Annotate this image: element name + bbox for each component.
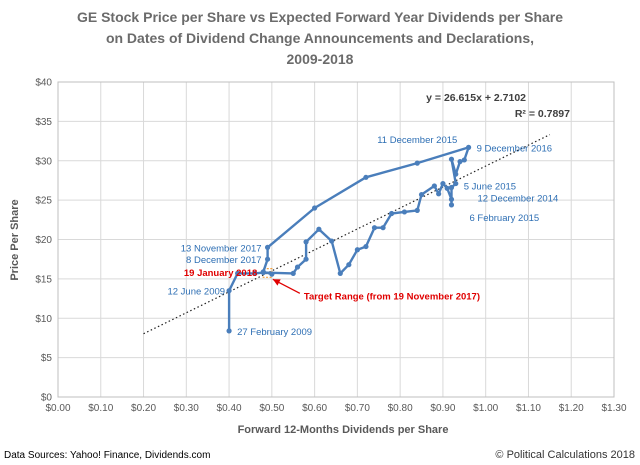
annotation-label: 11 December 2015 [377, 135, 457, 146]
annotation-label: 13 November 2017 [181, 243, 262, 254]
target-range-box [262, 268, 273, 278]
data-point [235, 270, 241, 276]
data-point [363, 174, 369, 180]
data-point [453, 171, 459, 177]
chart-title-line-3: 2009-2018 [287, 51, 354, 67]
x-tick-label: $0.60 [302, 403, 327, 414]
data-point [329, 238, 335, 244]
trendline-equation-text: y = 26.615x + 2.7102 [426, 92, 526, 104]
data-point [414, 207, 420, 213]
x-axis-label: Forward 12-Months Dividends per Share [238, 424, 449, 436]
annotation-label: 19 January 2018 [184, 268, 257, 279]
x-tick-label: $1.30 [601, 403, 626, 414]
x-tick-label: $0.40 [217, 403, 242, 414]
data-sources: Data Sources: Yahoo! Finance, Dividends.… [4, 450, 210, 461]
data-point [465, 144, 472, 150]
target-range-callout: Target Range (from 19 November 2017) [272, 278, 480, 302]
annotation-label: 9 December 2016 [477, 143, 553, 154]
x-axis-ticks: $0.00 $0.10 $0.20 $0.30 $0.40 $0.50 $0.60 $0.70… [45, 403, 626, 414]
data-point [371, 225, 378, 231]
annotations: 27 February 2009 12 June 2009 13 November … [167, 135, 558, 338]
x-tick-label: $1.20 [559, 403, 584, 414]
data-point [401, 209, 408, 215]
data-point [303, 256, 309, 262]
data-point [294, 264, 301, 270]
x-tick-label: $1.10 [516, 403, 541, 414]
y-tick-label: $40 [35, 78, 52, 89]
chart-title-line-2: on Dates of Dividend Change Announcement… [106, 30, 534, 46]
chart-title: GE Stock Price per Share vs Expected For… [77, 9, 563, 67]
data-point [354, 247, 360, 253]
y-tick-label: $25 [35, 196, 52, 207]
y-tick-label: $30 [35, 156, 52, 167]
annotation-label: 12 June 2009 [167, 287, 225, 298]
x-tick-label: $0.90 [430, 403, 455, 414]
annotation-label: 12 December 2014 [477, 193, 558, 204]
target-arrow-head [272, 279, 281, 286]
data-point [414, 160, 420, 166]
data-point [290, 270, 296, 276]
data-point [264, 256, 271, 262]
data-point [448, 196, 455, 202]
data-point [440, 180, 446, 187]
data-point [431, 183, 437, 189]
series-points [226, 144, 472, 334]
data-point [260, 269, 266, 275]
data-point [337, 270, 343, 276]
annotation-label: 8 December 2017 [186, 255, 262, 266]
data-point [226, 328, 232, 334]
x-tick-label: $0.20 [131, 403, 156, 414]
data-point [252, 270, 258, 276]
copyright: © Political Calculations 2018 [495, 449, 635, 461]
y-tick-label: $5 [41, 353, 53, 364]
y-tick-label: $0 [41, 393, 53, 404]
chart-title-line-1: GE Stock Price per Share vs Expected For… [77, 9, 563, 25]
x-tick-label: $0.00 [45, 403, 70, 414]
data-point [316, 226, 322, 232]
x-tick-label: $0.30 [174, 403, 199, 414]
data-point [436, 191, 442, 197]
data-point [269, 271, 275, 277]
x-tick-label: $0.10 [88, 403, 113, 414]
data-point [303, 239, 309, 245]
x-tick-label: $1.00 [473, 403, 498, 414]
data-point [418, 192, 425, 198]
data-point [380, 225, 386, 231]
y-tick-label: $15 [35, 274, 52, 285]
y-tick-label: $10 [35, 314, 52, 325]
data-point [457, 158, 463, 165]
data-point [453, 180, 459, 187]
data-point [461, 157, 467, 163]
y-axis-ticks: $0 $5 $10 $15 $20 $25 $30 $35 $40 [35, 78, 52, 404]
x-tick-label: $0.80 [388, 403, 413, 414]
data-point [444, 185, 450, 191]
annotation-label: 6 February 2015 [469, 213, 539, 224]
target-range-label: Target Range (from 19 November 2017) [304, 291, 480, 302]
y-tick-label: $35 [35, 117, 52, 128]
data-point [448, 156, 455, 162]
data-point [346, 262, 352, 268]
x-tick-label: $0.70 [345, 403, 370, 414]
data-point [312, 205, 318, 211]
data-point [363, 243, 369, 250]
annotation-label: 5 June 2015 [464, 182, 516, 193]
data-point [389, 210, 395, 217]
data-point [264, 244, 271, 250]
trendline [143, 134, 551, 335]
annotation-label: 27 February 2009 [237, 327, 312, 338]
y-tick-label: $20 [35, 235, 52, 246]
trendline-r2-text: R² = 0.7897 [515, 108, 570, 120]
data-point [448, 184, 455, 191]
x-tick-label: $0.50 [259, 403, 284, 414]
data-point [448, 202, 455, 208]
y-axis-label: Price Per Share [9, 199, 21, 280]
data-point [226, 288, 232, 294]
trendline-equation: y = 26.615x + 2.7102 R² = 0.7897 [426, 92, 570, 120]
plot-area-border [57, 81, 615, 398]
